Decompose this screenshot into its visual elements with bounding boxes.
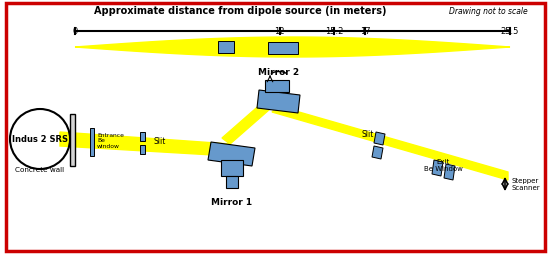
FancyBboxPatch shape [268, 42, 298, 54]
Text: Indus 2 SRS: Indus 2 SRS [12, 135, 68, 144]
Text: Drawing not to scale: Drawing not to scale [449, 7, 528, 15]
Text: 0: 0 [73, 27, 78, 36]
FancyBboxPatch shape [265, 80, 289, 92]
Text: Slit: Slit [154, 136, 166, 146]
FancyBboxPatch shape [221, 160, 243, 176]
Text: Stepper
Scanner: Stepper Scanner [512, 178, 541, 190]
Polygon shape [444, 164, 455, 180]
Text: 25.5: 25.5 [501, 27, 519, 36]
FancyBboxPatch shape [70, 114, 75, 166]
Polygon shape [60, 132, 230, 156]
Polygon shape [374, 132, 385, 145]
FancyBboxPatch shape [140, 132, 145, 141]
Text: Approximate distance from dipole source (in meters): Approximate distance from dipole source … [94, 6, 386, 16]
Text: Exit
Be Window: Exit Be Window [424, 159, 463, 172]
Polygon shape [272, 106, 508, 180]
Text: 17: 17 [360, 27, 370, 36]
Polygon shape [75, 37, 510, 57]
FancyBboxPatch shape [140, 145, 145, 154]
Polygon shape [208, 142, 255, 166]
Text: Concrete wall: Concrete wall [15, 167, 64, 173]
FancyBboxPatch shape [90, 128, 94, 156]
FancyBboxPatch shape [226, 176, 238, 188]
Text: Slit: Slit [362, 130, 374, 139]
Polygon shape [372, 146, 383, 159]
FancyBboxPatch shape [218, 41, 234, 53]
Text: 15.2: 15.2 [325, 27, 344, 36]
Polygon shape [257, 90, 300, 113]
Text: Entrance
Be
window: Entrance Be window [97, 133, 124, 149]
Text: 12: 12 [274, 27, 285, 36]
Text: Mirror 2: Mirror 2 [258, 68, 300, 77]
Text: Mirror 1: Mirror 1 [211, 198, 252, 207]
Polygon shape [222, 96, 278, 144]
Polygon shape [432, 160, 443, 176]
